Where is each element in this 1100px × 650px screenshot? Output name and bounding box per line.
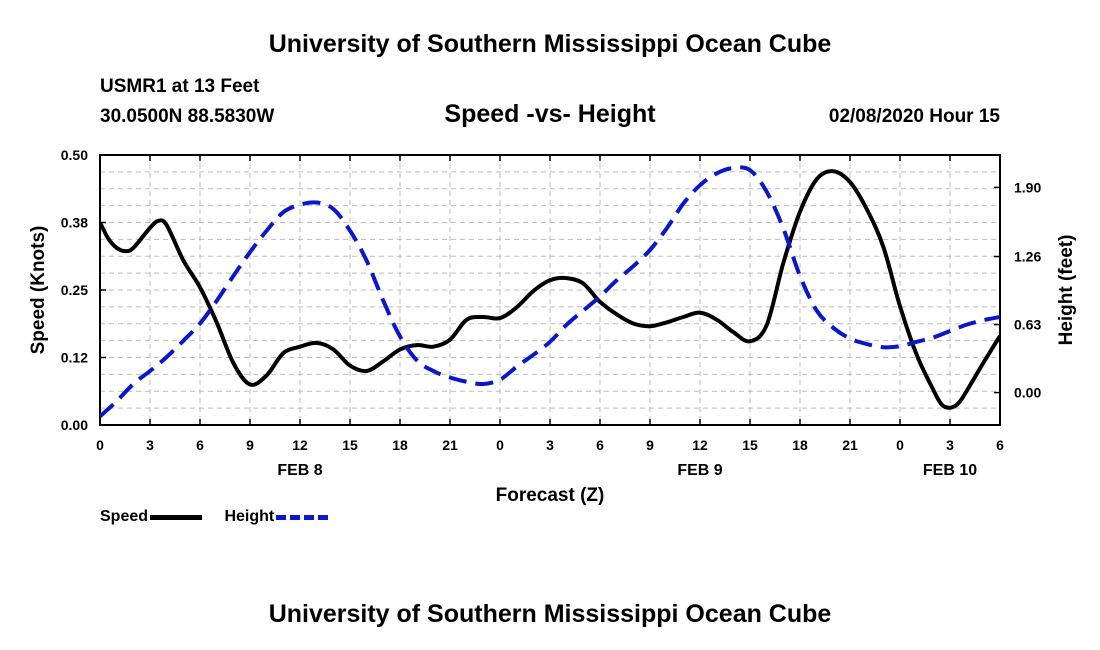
chart-subtitle: Speed -vs- Height (444, 100, 656, 128)
coordinates-label: 30.0500N 88.5830W (100, 106, 275, 127)
x-tick-label: 9 (246, 437, 254, 453)
x-tick-label: 6 (996, 437, 1004, 453)
page-title: University of Southern Mississippi Ocean… (268, 30, 832, 58)
x-tick-label: 3 (146, 437, 154, 453)
y2-axis-title: Height (feet) (1056, 235, 1077, 346)
station-label: USMR1 at 13 Feet (100, 76, 260, 97)
x-tick-label: 6 (596, 437, 604, 453)
legend-height-swatch (276, 514, 329, 520)
legend: Speed Height (100, 508, 346, 532)
legend-speed-swatch (150, 514, 203, 520)
y2-tick-label: 0.63 (1014, 317, 1041, 333)
y-tick-label: 0.50 (61, 147, 88, 163)
y2-tick-label: 1.90 (1014, 179, 1041, 195)
y2-tick-label: 1.26 (1014, 249, 1041, 265)
x-tick-label: 3 (946, 437, 954, 453)
x-date-label: FEB 8 (277, 462, 322, 479)
x-date-label: FEB 10 (923, 462, 977, 479)
y-tick-label: 0.00 (61, 417, 88, 433)
x-tick-label: 12 (692, 437, 708, 453)
x-axis-title: Forecast (Z) (496, 485, 605, 506)
x-tick-label: 0 (496, 437, 504, 453)
y-axis-title: Speed (Knots) (28, 226, 49, 355)
legend-item-height: Height (224, 508, 329, 526)
x-tick-label: 6 (196, 437, 204, 453)
x-tick-label: 0 (896, 437, 904, 453)
legend-speed-label: Speed (100, 508, 149, 525)
y-tick-label: 0.38 (61, 215, 88, 231)
footer-title: University of Southern Mississippi Ocean… (268, 600, 832, 628)
x-tick-label: 9 (646, 437, 654, 453)
x-tick-label: 21 (842, 437, 858, 453)
x-tick-label: 12 (292, 437, 308, 453)
y2-tick-label: 0.00 (1014, 385, 1041, 401)
x-tick-label: 18 (392, 437, 408, 453)
series-line-height (100, 165, 1000, 418)
x-date-label: FEB 9 (677, 462, 722, 479)
y-tick-label: 0.12 (61, 350, 88, 366)
datetime-label: 02/08/2020 Hour 15 (828, 106, 1000, 127)
series-line-speed (100, 169, 1000, 410)
x-tick-label: 3 (546, 437, 554, 453)
x-tick-label: 21 (442, 437, 458, 453)
x-tick-label: 15 (742, 437, 758, 453)
x-tick-label: 0 (96, 437, 104, 453)
x-tick-label: 18 (792, 437, 808, 453)
y-tick-label: 0.25 (61, 282, 88, 298)
legend-height-label: Height (224, 508, 275, 525)
legend-item-speed: Speed (100, 508, 203, 526)
x-tick-label: 15 (342, 437, 358, 453)
